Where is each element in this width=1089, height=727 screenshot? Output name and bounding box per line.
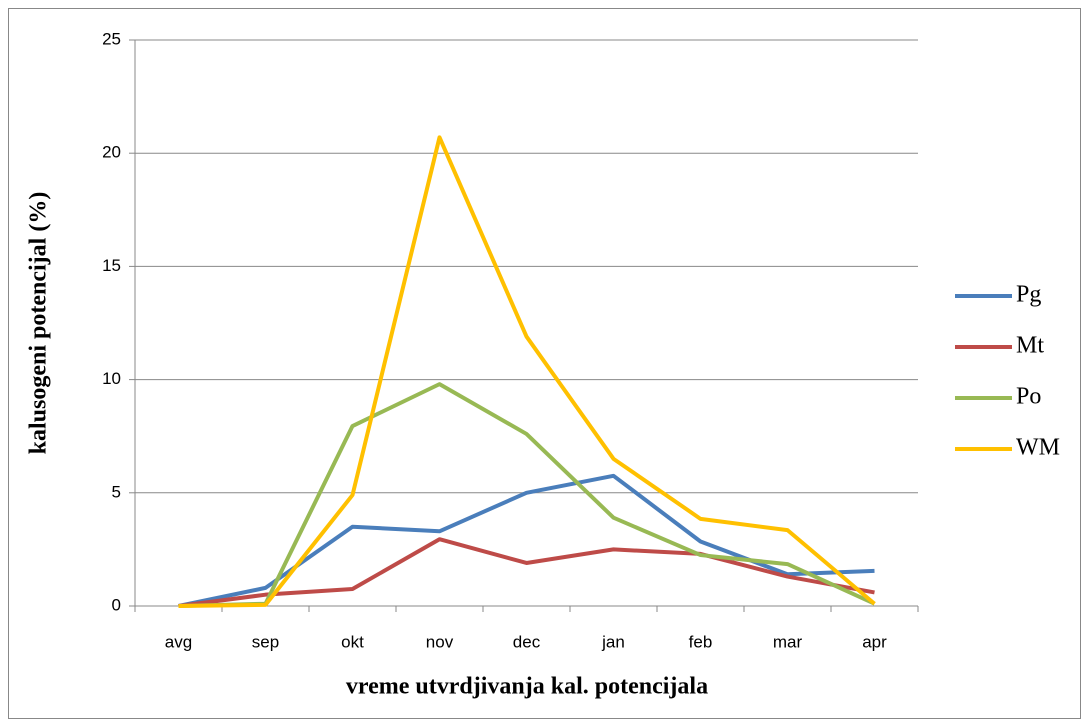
x-tick-label: mar <box>773 632 803 651</box>
x-tick-label: okt <box>341 632 364 651</box>
y-tick-label: 25 <box>102 29 121 48</box>
legend-label: Pg <box>1016 282 1041 308</box>
x-tick-label: jan <box>601 632 625 651</box>
x-tick-label: sep <box>252 632 279 651</box>
series-line <box>178 135 876 608</box>
x-tick-label: avg <box>165 632 192 651</box>
x-tick-label: apr <box>862 632 887 651</box>
y-tick-label: 5 <box>112 482 121 501</box>
legend-label: Po <box>1016 384 1041 410</box>
y-axis-title: kalusogeni potencijal (%) <box>26 192 52 455</box>
x-axis-title: vreme utvrdjivanja kal. potencijala <box>346 674 708 700</box>
y-tick-label: 15 <box>102 256 121 275</box>
x-tick-label: dec <box>513 632 541 651</box>
x-tick-label: nov <box>426 632 454 651</box>
series-line <box>178 537 875 608</box>
y-tick-label: 10 <box>102 369 121 388</box>
y-tick-label: 0 <box>112 595 121 614</box>
y-tick-label: 20 <box>102 143 121 162</box>
legend-label: Mt <box>1016 333 1044 359</box>
x-tick-label: feb <box>689 632 713 651</box>
legend-label: WM <box>1016 435 1060 461</box>
series-line <box>178 382 876 608</box>
